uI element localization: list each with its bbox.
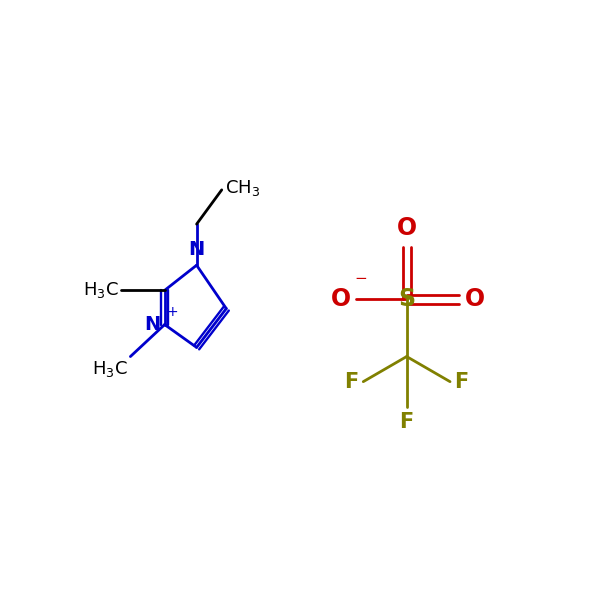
Text: S: S [398,288,415,311]
Text: N: N [189,240,205,259]
Text: H$_3$C: H$_3$C [92,359,127,379]
Text: F: F [455,372,469,391]
Text: H$_3$C: H$_3$C [83,280,119,300]
Text: O: O [331,288,351,311]
Text: N: N [144,315,160,334]
Text: −: − [354,271,367,286]
Text: F: F [400,412,414,432]
Text: CH$_3$: CH$_3$ [225,178,260,198]
Text: +: + [167,305,178,319]
Text: F: F [345,372,359,391]
Text: O: O [465,288,484,311]
Text: O: O [397,216,417,240]
